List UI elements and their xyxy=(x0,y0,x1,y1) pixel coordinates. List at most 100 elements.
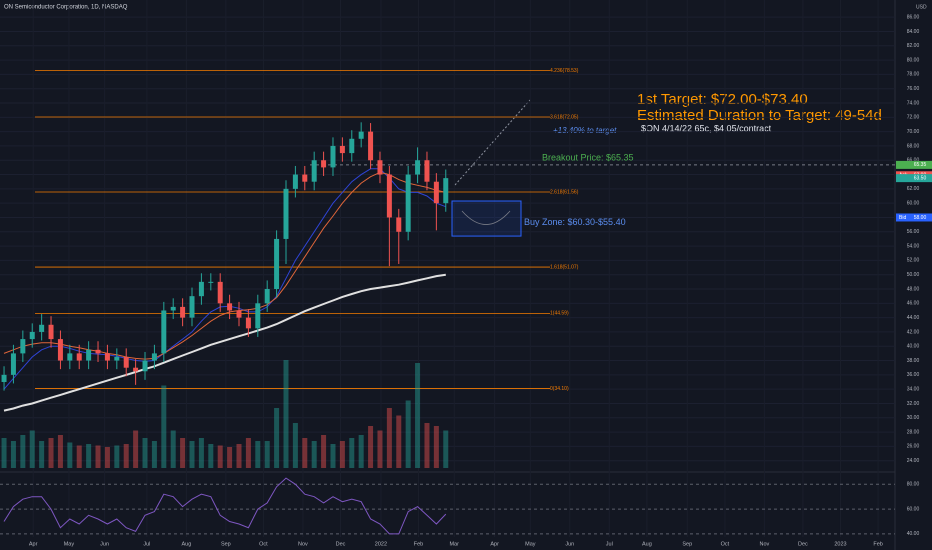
volume-bar xyxy=(405,400,411,468)
volume-bar xyxy=(86,444,92,468)
candle-body xyxy=(349,138,355,154)
buy-zone xyxy=(451,200,522,237)
volume-bar xyxy=(48,438,54,468)
volume-bar xyxy=(396,415,402,468)
volume-bar xyxy=(349,438,355,468)
candle-body xyxy=(189,296,195,318)
volume-bar xyxy=(95,445,101,468)
volume-bar xyxy=(29,430,35,468)
x-tick-label: 2022 xyxy=(375,541,387,547)
price-tag xyxy=(896,213,932,222)
candle-body xyxy=(405,174,411,232)
fib-label: 2.618(61.56) xyxy=(550,189,579,195)
volume-bar xyxy=(358,435,364,468)
x-tick-label: Jul xyxy=(143,541,150,547)
candle-body xyxy=(95,349,101,354)
candle-body xyxy=(20,339,26,354)
y-tick-label: 44.00 xyxy=(907,315,920,321)
fib-label: 4.236(78.53) xyxy=(550,68,579,74)
candle-body xyxy=(377,160,383,175)
rsi-tick-label: 80.00 xyxy=(907,482,920,488)
volume-bar xyxy=(1,438,7,468)
y-tick-label: 34.00 xyxy=(907,386,920,392)
candle-body xyxy=(358,131,364,139)
y-tick-label: 60.00 xyxy=(907,200,920,206)
volume-bar xyxy=(274,408,280,468)
x-tick-label: Jun xyxy=(565,541,574,547)
candle-body xyxy=(198,281,204,297)
volume-bar xyxy=(104,447,110,468)
volume-bar xyxy=(424,423,430,468)
fib-label: 1(44.59) xyxy=(550,311,569,317)
candle-body xyxy=(133,367,139,372)
x-tick-label: May xyxy=(525,541,536,547)
candle-body xyxy=(48,324,54,340)
candle-body xyxy=(142,360,148,372)
y-tick-label: 48.00 xyxy=(907,286,920,292)
y-tick-label: 28.00 xyxy=(907,429,920,435)
volume-bar xyxy=(198,438,204,468)
volume-bar xyxy=(67,442,73,468)
volume-bar xyxy=(20,435,26,468)
price-tag xyxy=(896,160,932,169)
candle-body xyxy=(433,181,439,204)
moving-average xyxy=(3,168,446,390)
percent-text: +13.40% to target xyxy=(553,126,617,135)
candle-body xyxy=(236,310,242,318)
candle-body xyxy=(10,353,16,375)
y-tick-label: 36.00 xyxy=(907,372,920,378)
x-tick-label: Feb xyxy=(873,541,882,547)
volume-bar xyxy=(208,444,214,468)
y-tick-label: 76.00 xyxy=(907,86,920,92)
chart-title: ON Semiconductor Corporation, 1D, NASDAQ xyxy=(4,5,128,11)
rsi-line xyxy=(3,477,447,535)
candle-body xyxy=(76,353,82,361)
y-tick-label: 26.00 xyxy=(907,444,920,450)
price-tag-text: 58.00 xyxy=(914,215,927,221)
candle-body xyxy=(311,160,317,182)
volume-bar xyxy=(170,430,176,468)
volume-bar xyxy=(443,430,449,468)
volume-bar xyxy=(283,360,289,468)
volume-bar xyxy=(151,441,157,468)
y-tick-label: 56.00 xyxy=(907,229,920,235)
volume-bar xyxy=(311,441,317,468)
fib-label: 0(34.10) xyxy=(550,386,569,392)
price-tag-text: 63.50 xyxy=(914,175,927,181)
candle-body xyxy=(274,238,280,290)
candle-body xyxy=(86,349,92,361)
candle-body xyxy=(67,353,73,361)
y-tick-label: 32.00 xyxy=(907,401,920,407)
volume-bar xyxy=(321,435,327,468)
y-tick-label: 50.00 xyxy=(907,272,920,278)
candle-body xyxy=(443,178,449,204)
candle-body xyxy=(227,303,233,311)
moving-average xyxy=(3,273,446,412)
candle-body xyxy=(170,306,176,311)
candle-body xyxy=(368,131,374,161)
volume-bar xyxy=(227,447,233,468)
x-tick-label: Dec xyxy=(798,541,808,547)
candle-body xyxy=(180,306,186,318)
x-tick-label: 2023 xyxy=(834,541,846,547)
x-tick-label: Oct xyxy=(259,541,268,547)
volume-bar xyxy=(123,444,129,468)
volume-bar xyxy=(161,385,167,468)
candle-body xyxy=(114,356,120,361)
volume-bar xyxy=(433,426,439,468)
target-arrow xyxy=(454,99,531,186)
volume-bar xyxy=(330,444,336,468)
fib-label: 1.618(51.07) xyxy=(550,264,579,270)
price-tag xyxy=(896,174,932,183)
y-tick-label: 82.00 xyxy=(907,43,920,49)
volume-bar xyxy=(189,441,195,468)
price-tag-text: 65.35 xyxy=(914,162,927,168)
candle-body xyxy=(39,324,45,332)
volume-bar xyxy=(39,441,45,468)
volume-bar xyxy=(415,363,421,468)
currency: USD xyxy=(916,4,927,10)
y-tick-label: 74.00 xyxy=(907,100,920,106)
candle-body xyxy=(321,160,327,168)
volume-bar xyxy=(339,441,345,468)
